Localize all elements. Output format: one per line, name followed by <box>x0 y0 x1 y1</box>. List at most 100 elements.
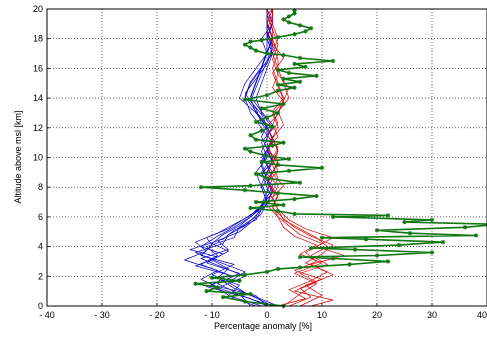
data-point-marker <box>292 8 297 13</box>
data-point-marker <box>275 110 281 116</box>
data-point-marker <box>248 183 253 188</box>
x-tick-label: 40 <box>477 310 487 320</box>
data-point-marker <box>292 61 297 67</box>
data-point-marker <box>352 247 358 252</box>
data-point-marker <box>248 39 253 44</box>
data-point-marker <box>281 17 286 22</box>
data-point-marker <box>264 153 270 159</box>
data-point-marker <box>281 101 286 107</box>
series-line-green-13 <box>194 10 487 307</box>
data-point-marker <box>275 82 281 87</box>
data-point-marker <box>286 20 292 25</box>
y-tick-label: 18 <box>33 34 43 44</box>
data-point-marker <box>215 285 220 290</box>
y-tick-label: 2 <box>38 271 43 281</box>
x-tick-label: 10 <box>317 310 327 320</box>
data-point-marker <box>347 262 352 267</box>
data-point-marker <box>264 176 270 181</box>
data-point-marker <box>248 149 253 154</box>
data-point-marker <box>198 185 204 190</box>
plot-series <box>184 8 487 309</box>
x-tick-label: 0 <box>264 310 269 320</box>
data-point-marker <box>308 26 314 31</box>
data-point-marker <box>396 242 402 248</box>
x-tick-label: - 30 <box>94 310 110 320</box>
data-point-marker <box>429 217 435 223</box>
data-point-marker <box>264 92 270 98</box>
data-point-marker <box>286 14 292 19</box>
y-tick-label: 8 <box>38 182 43 192</box>
data-point-marker <box>462 225 468 230</box>
data-point-marker <box>259 106 264 111</box>
data-point-marker <box>275 162 281 168</box>
data-point-marker <box>330 214 336 220</box>
y-tick-label: 10 <box>33 153 43 163</box>
data-point-marker <box>292 11 297 16</box>
data-point-marker <box>319 235 325 240</box>
data-point-marker <box>242 187 248 193</box>
data-point-marker <box>314 73 319 79</box>
data-point-marker <box>308 245 314 251</box>
x-tick-label: - 20 <box>149 310 165 320</box>
x-axis-label: Percentage anomaly [%] <box>214 321 312 331</box>
data-point-marker <box>248 133 253 138</box>
data-point-marker <box>248 45 253 50</box>
data-point-marker <box>209 275 215 280</box>
x-tick-label: 30 <box>427 310 437 320</box>
data-point-marker <box>286 168 292 174</box>
data-point-marker <box>473 233 479 238</box>
data-point-marker <box>242 42 248 47</box>
data-point-marker <box>275 266 281 272</box>
data-point-marker <box>297 180 303 185</box>
data-point-marker <box>292 85 297 90</box>
data-point-marker <box>286 70 292 76</box>
data-point-marker <box>440 239 446 245</box>
data-point-marker <box>248 205 253 211</box>
data-point-marker <box>402 219 407 225</box>
data-point-marker <box>242 299 248 304</box>
data-point-marker <box>286 156 292 162</box>
y-axis-label: Altitude above msl [km] <box>13 110 23 203</box>
data-point-marker <box>292 196 297 202</box>
data-point-marker <box>275 190 281 196</box>
y-tick-label: 0 <box>38 301 43 311</box>
data-point-marker <box>242 97 248 102</box>
data-point-marker <box>374 228 380 233</box>
data-point-marker <box>281 202 286 208</box>
data-point-marker <box>242 146 248 151</box>
data-point-marker <box>264 269 270 275</box>
data-point-marker <box>374 253 380 258</box>
data-point-marker <box>264 51 270 56</box>
data-point-marker <box>429 250 435 255</box>
y-tick-label: 6 <box>38 212 43 222</box>
data-point-marker <box>253 137 259 142</box>
data-point-marker <box>314 193 319 199</box>
y-tick-label: 20 <box>33 4 43 14</box>
x-tick-label: - 10 <box>204 310 220 320</box>
y-tick-label: 16 <box>33 63 43 73</box>
data-point-marker <box>303 29 308 34</box>
data-point-marker <box>281 52 286 58</box>
data-point-marker <box>259 128 264 133</box>
data-point-marker <box>297 265 303 270</box>
series-line-blue-2 <box>200 8 273 307</box>
data-point-marker <box>242 272 248 278</box>
x-tick-label: 20 <box>372 310 382 320</box>
data-point-marker <box>319 165 325 171</box>
x-tick-label: - 40 <box>39 310 55 320</box>
data-point-marker <box>275 35 281 40</box>
data-point-marker <box>253 48 259 53</box>
data-point-marker <box>330 58 336 64</box>
data-point-marker <box>259 37 264 43</box>
data-point-marker <box>297 254 303 260</box>
data-point-marker <box>297 79 303 84</box>
data-point-marker <box>330 256 336 261</box>
data-point-marker <box>248 291 253 297</box>
axes <box>46 8 487 307</box>
data-point-marker <box>297 55 303 61</box>
series-line-blue-5 <box>200 9 273 307</box>
data-point-marker <box>193 281 198 286</box>
data-point-marker <box>292 211 297 217</box>
data-point-marker <box>253 199 259 205</box>
